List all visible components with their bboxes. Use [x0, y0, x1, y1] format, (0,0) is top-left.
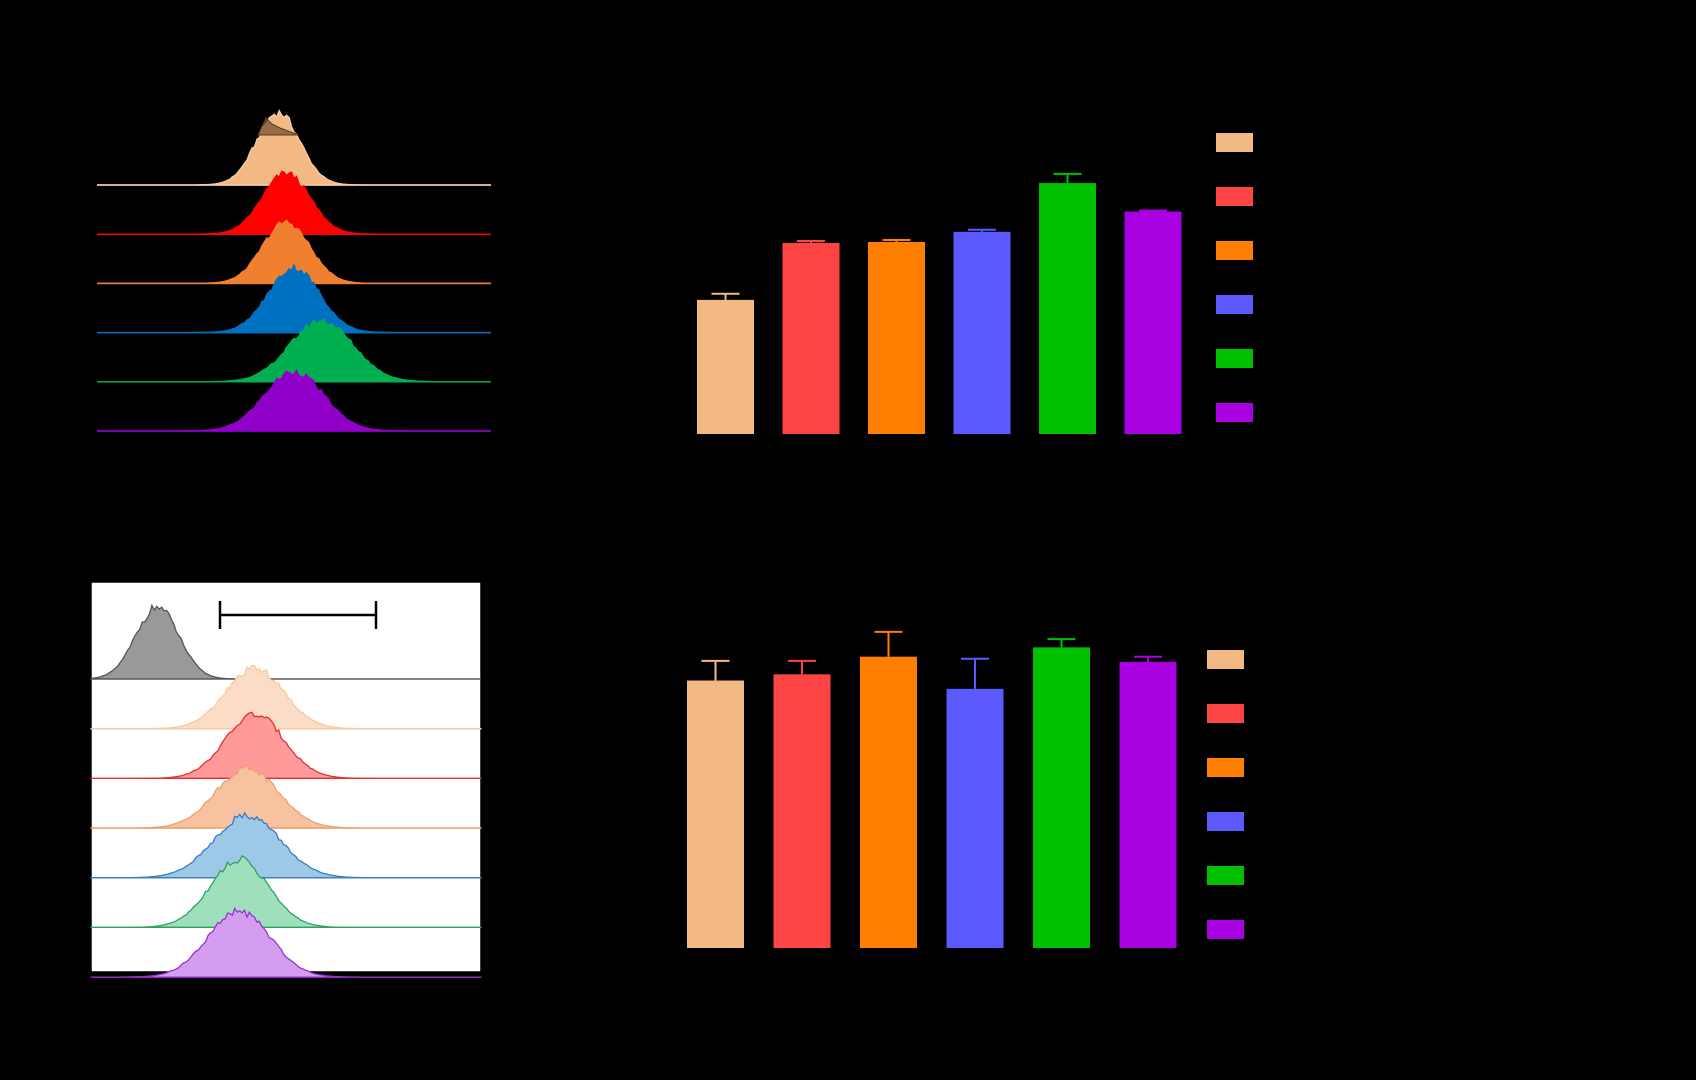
histogram-control-trace [90, 603, 481, 680]
bar-5 [1119, 661, 1177, 948]
legend-swatch-2 [1216, 241, 1253, 260]
bar-3 [946, 688, 1004, 948]
error-bar-1 [797, 239, 825, 243]
bar-5 [1124, 211, 1182, 434]
bar-1 [782, 242, 840, 434]
error-bar-4 [1053, 172, 1082, 184]
legend-swatch-5 [1216, 403, 1253, 422]
error-bar-0 [701, 659, 730, 681]
bar-0 [697, 299, 754, 434]
bar-3 [953, 231, 1011, 434]
histogram-trace-1 [90, 664, 482, 730]
histogram-trace-4 [90, 811, 482, 879]
histogram-trace-6 [90, 906, 482, 978]
error-bar-3 [968, 228, 996, 232]
bar-0 [687, 680, 744, 948]
legend-swatch-4 [1216, 349, 1253, 368]
bar-4 [1033, 647, 1090, 948]
histogram-trace-5 [90, 854, 482, 929]
legend-swatch-4 [1207, 866, 1244, 885]
legend-swatch-1 [1207, 704, 1244, 723]
error-bar-2 [882, 238, 911, 242]
error-bar-5 [1134, 655, 1162, 662]
histogram-trace-3 [90, 765, 482, 829]
bar-4 [1039, 183, 1096, 434]
panel-top-left-histogram [97, 109, 491, 432]
legend-swatch-1 [1216, 187, 1253, 206]
histogram-overlay-control [257, 117, 299, 136]
error-bar-2 [874, 630, 903, 657]
panel-top-right-bar-chart [697, 133, 1253, 434]
error-bar-1 [788, 659, 816, 675]
legend-swatch-3 [1216, 295, 1253, 314]
bar-1 [773, 674, 831, 948]
legend-swatch-5 [1207, 920, 1244, 939]
error-bar-0 [711, 292, 740, 300]
panel-bottom-right-bar-chart [687, 630, 1244, 948]
histogram-trace-5 [97, 368, 491, 432]
legend-swatch-3 [1207, 812, 1244, 831]
error-bar-3 [961, 657, 989, 689]
legend-swatch-2 [1207, 758, 1244, 777]
bar-2 [860, 656, 917, 948]
legend-swatch-0 [1207, 650, 1244, 669]
bar-2 [868, 241, 925, 434]
legend-swatch-0 [1216, 133, 1253, 152]
gate-marker [218, 601, 378, 629]
error-bar-5 [1139, 209, 1167, 212]
error-bar-4 [1047, 638, 1076, 648]
panel-bottom-left-histogram [90, 581, 482, 978]
histogram-trace-3 [97, 263, 491, 334]
histogram-trace-2 [90, 711, 482, 780]
